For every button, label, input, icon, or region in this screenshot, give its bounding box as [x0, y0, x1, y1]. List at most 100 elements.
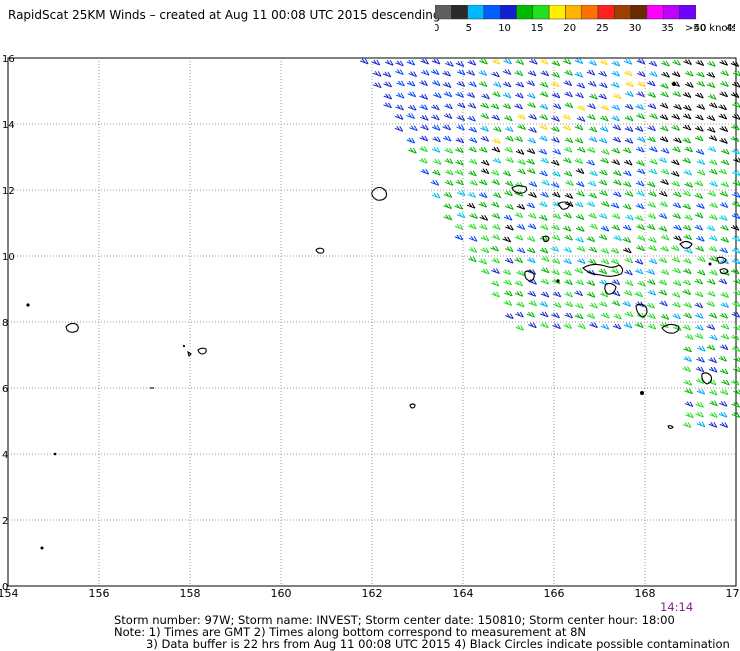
wind-barb: [733, 367, 740, 372]
wind-barb: [696, 72, 704, 77]
wind-barb: [684, 235, 692, 240]
wind-barb: [720, 313, 728, 318]
wind-barb: [613, 324, 621, 329]
wind-barb: [576, 226, 584, 231]
wind-barb: [695, 213, 703, 218]
wind-barb: [685, 71, 693, 76]
wind-barb: [709, 103, 717, 108]
wind-barb: [384, 94, 392, 99]
wind-barb: [733, 158, 740, 163]
island: [717, 257, 726, 263]
wind-barb: [563, 259, 571, 264]
wind-barb: [540, 225, 548, 230]
wind-barb: [720, 82, 728, 87]
wind-barb: [625, 138, 633, 143]
wind-barb: [707, 83, 715, 88]
wind-barb: [661, 246, 669, 251]
wind-barb: [636, 246, 644, 251]
wind-barb: [613, 94, 621, 99]
wind-barb: [505, 258, 513, 263]
wind-barb: [721, 237, 729, 242]
wind-barb: [409, 126, 417, 131]
x-tick-label: 156: [89, 587, 110, 600]
wind-barb: [503, 171, 511, 176]
wind-barb: [395, 61, 403, 66]
wind-barb: [684, 347, 692, 352]
island: [512, 186, 527, 193]
wind-barb: [420, 125, 428, 130]
island: [410, 404, 415, 408]
wind-barb: [455, 170, 463, 175]
wind-barb: [673, 138, 681, 143]
wind-barb: [517, 248, 525, 253]
wind-barb: [709, 412, 717, 417]
wind-barb: [648, 191, 656, 196]
wind-barb: [456, 125, 464, 130]
wind-barb: [661, 148, 669, 153]
wind-barb: [683, 114, 691, 119]
wind-barb: [625, 258, 633, 263]
wind-barb: [527, 258, 535, 263]
wind-barb: [433, 93, 441, 98]
wind-barb: [552, 235, 560, 240]
wind-barb: [683, 191, 691, 196]
wind-barb: [733, 389, 740, 394]
wind-barb: [457, 116, 465, 121]
wind-barb: [505, 127, 513, 132]
wind-barb: [695, 313, 703, 318]
wind-barb: [432, 193, 440, 198]
island: [668, 426, 673, 429]
wind-barb: [432, 81, 440, 86]
wind-barb: [575, 72, 583, 77]
wind-barb: [685, 334, 693, 339]
wind-barb: [491, 269, 499, 274]
wind-barb: [577, 147, 585, 152]
wind-barb: [503, 70, 511, 75]
wind-barb: [445, 170, 453, 175]
wind-barb: [492, 213, 500, 218]
wind-barb: [505, 247, 513, 252]
wind-barb: [444, 192, 452, 197]
wind-barb: [589, 137, 597, 142]
wind-barb: [695, 402, 703, 407]
wind-barb: [587, 147, 595, 152]
wind-barb: [541, 71, 549, 76]
wind-barb: [601, 105, 609, 110]
wind-barb: [540, 104, 548, 109]
wind-barb: [395, 126, 403, 131]
wind-barb: [685, 82, 693, 87]
wind-barb: [505, 225, 513, 230]
wind-barb: [492, 138, 500, 143]
wind-barb: [516, 60, 524, 65]
wind-barb: [492, 258, 500, 263]
wind-barb: [575, 314, 583, 319]
wind-barb: [695, 115, 703, 120]
wind-barb: [493, 127, 501, 132]
contamination-dot: [556, 279, 559, 282]
wind-barb: [505, 204, 513, 209]
wind-barb: [551, 182, 559, 187]
wind-barb: [647, 81, 655, 86]
wind-barb: [457, 81, 465, 86]
wind-barb: [577, 324, 585, 329]
wind-barb: [491, 202, 499, 207]
wind-barb: [431, 105, 439, 110]
wind-barb: [527, 236, 535, 241]
wind-barb: [479, 82, 487, 87]
wind-barb: [587, 115, 595, 120]
wind-barb: [611, 248, 619, 253]
wind-barb: [528, 192, 536, 197]
wind-barb: [707, 116, 715, 121]
wind-barb: [432, 170, 440, 175]
wind-barb: [709, 203, 717, 208]
wind-barb: [611, 259, 619, 264]
wind-barb: [563, 158, 571, 163]
wind-barb: [503, 104, 511, 109]
wind-barb: [709, 313, 717, 318]
wind-barb: [695, 193, 703, 198]
wind-barb: [515, 213, 523, 218]
wind-barb: [479, 202, 487, 207]
wind-barb: [695, 334, 703, 339]
wind-barb: [505, 147, 513, 152]
wind-barb: [623, 182, 631, 187]
